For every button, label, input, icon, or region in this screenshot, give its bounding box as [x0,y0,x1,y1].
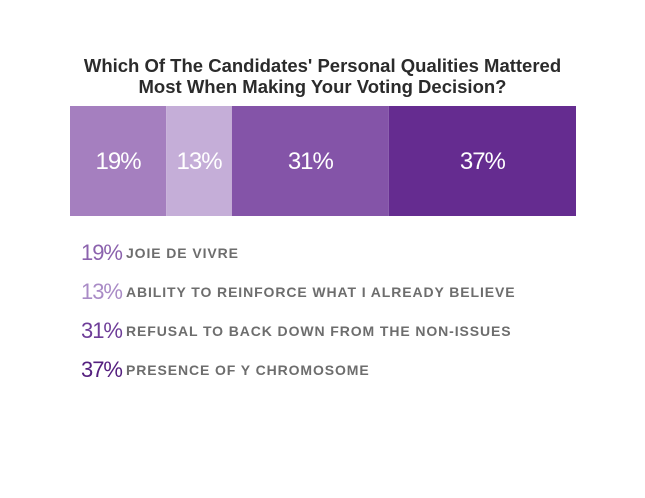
legend-item: 19% JOIE DE VIVRE [72,233,632,272]
legend-label: ABILITY TO REINFORCE WHAT I ALREADY BELI… [126,283,516,300]
bar-segment [388,106,576,216]
legend-percent: 31% [80,317,123,343]
legend-label: REFUSAL TO BACK DOWN FROM THE NON-ISSUES [126,322,512,339]
legend-percent: 19% [80,239,123,265]
bar-value-label: 13% [177,148,223,175]
legend-percent: 37% [80,356,123,382]
legend-percent: 13% [80,278,123,304]
bar-segment [231,106,389,216]
chart-title-line-2: Most When Making Your Voting Decision? [138,76,507,97]
stacked-bar-chart: 19% 13% 31% 37% [70,106,576,216]
legend-item: 31% REFUSAL TO BACK DOWN FROM THE NON-IS… [72,311,632,350]
bar-segment [166,106,232,216]
bar-value-label: 37% [460,148,506,175]
bar-value-label: 31% [288,148,334,175]
legend-item: 13% ABILITY TO REINFORCE WHAT I ALREADY … [72,272,632,311]
chart-title: Which Of The Candidates' Personal Qualit… [0,55,645,97]
bar-value-label: 19% [96,148,142,175]
legend-label: JOIE DE VIVRE [126,244,239,261]
legend-item: 37% PRESENCE OF Y CHROMOSOME [72,350,632,389]
chart-title-line-1: Which Of The Candidates' Personal Qualit… [83,55,562,76]
legend-label: PRESENCE OF Y CHROMOSOME [126,361,370,378]
bar-segment [70,106,167,216]
chart-legend: 19% JOIE DE VIVRE 13% ABILITY TO REINFOR… [72,233,632,389]
